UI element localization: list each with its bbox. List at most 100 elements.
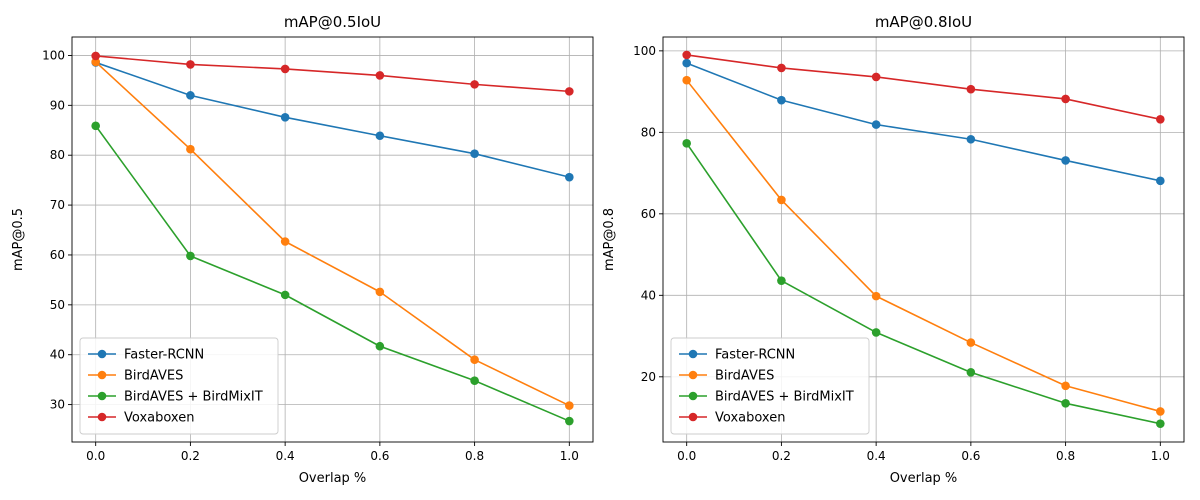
x-tick-label: 0.0	[86, 449, 105, 463]
data-point	[966, 368, 976, 377]
series-line	[686, 54, 1161, 121]
y-tick-label: 30	[50, 398, 65, 412]
data-point	[375, 131, 385, 141]
legend-item-birdaves-birdmixit: BirdAVES + BirdMixIT	[679, 390, 854, 405]
series-birdaves	[682, 75, 1165, 416]
data-point	[565, 401, 574, 410]
series-line	[95, 55, 570, 93]
y-tick-label: 100	[633, 44, 656, 58]
data-point	[91, 121, 100, 131]
legend-box	[670, 337, 870, 435]
legend-label: BirdAVES	[124, 369, 183, 384]
data-point	[280, 113, 290, 122]
legend-swatch-marker	[97, 349, 107, 359]
legend-box	[79, 337, 279, 435]
data-point	[91, 51, 100, 61]
legend-label: BirdAVES	[715, 369, 774, 384]
chart-title: mAP@0.5IoU	[284, 13, 381, 31]
data-point	[1061, 398, 1070, 408]
y-tick-label: 40	[641, 288, 656, 302]
data-point	[470, 80, 479, 89]
series-line	[686, 79, 1161, 413]
data-point	[682, 75, 691, 85]
legend-swatch-marker	[688, 412, 698, 422]
y-axis-label: mAP@0.5	[11, 208, 26, 271]
series-line	[686, 62, 1161, 182]
legend-item-birdaves: BirdAVES	[88, 369, 183, 384]
data-point	[186, 251, 195, 261]
legend-item-birdaves: BirdAVES	[679, 369, 774, 384]
chart-title: mAP@0.8IoU	[875, 13, 972, 31]
data-point	[871, 291, 881, 301]
legend-item-birdaves-birdmixit: BirdAVES + BirdMixIT	[88, 390, 263, 405]
chart-panel-map-08: 0.0 0.2 0.4 0.6 0.8 1.0 20 40 60 80 100 mAP@0.8IoU O…	[602, 13, 1185, 486]
series-line	[95, 61, 570, 178]
data-point	[470, 355, 479, 365]
series-faster-rcnn	[682, 58, 1165, 186]
series-voxaboxen	[91, 51, 574, 96]
y-tick-label: 40	[50, 348, 65, 362]
series-line	[686, 142, 1161, 425]
data-point	[1156, 419, 1165, 428]
legend-label: BirdAVES + BirdMixIT	[124, 390, 263, 405]
legend-swatch-marker	[688, 349, 698, 359]
legend-item-voxaboxen: Voxaboxen	[88, 411, 194, 426]
legend-swatch-marker	[688, 391, 698, 401]
data-point	[682, 50, 691, 60]
plot-frame	[71, 36, 594, 443]
y-tick-label: 80	[641, 125, 656, 139]
data-point	[1061, 381, 1070, 391]
data-point	[682, 139, 691, 148]
legend-swatch-marker	[688, 370, 698, 380]
legend-swatch-marker	[97, 391, 107, 401]
data-point	[565, 87, 574, 96]
legend-swatch-marker	[97, 370, 107, 380]
data-point	[565, 416, 574, 426]
y-tick-label: 70	[50, 198, 65, 212]
series-birdaves-birdmixit	[91, 121, 574, 426]
data-point	[375, 71, 385, 80]
x-tick-label: 0.8	[1056, 449, 1075, 463]
data-point	[777, 195, 786, 205]
data-point	[966, 84, 976, 94]
data-point	[186, 91, 195, 100]
x-tick-label: 0.6	[961, 449, 980, 463]
x-tick-label: 0.4	[276, 449, 295, 463]
plot-frame	[662, 36, 1185, 443]
data-point	[871, 328, 881, 337]
x-axis-label: Overlap %	[299, 471, 367, 486]
series-birdaves-birdmixit	[682, 139, 1165, 428]
data-point	[470, 149, 479, 159]
data-point	[966, 134, 976, 144]
x-tick-label: 0.0	[677, 449, 696, 463]
x-tick-label: 0.8	[465, 449, 484, 463]
data-point	[375, 287, 385, 297]
data-point	[280, 64, 290, 74]
data-point	[871, 120, 881, 129]
series-line	[95, 125, 570, 422]
data-point	[565, 172, 574, 182]
x-tick-label: 1.0	[1151, 449, 1170, 463]
data-point	[470, 376, 479, 385]
grid	[72, 37, 593, 442]
x-tick-label: 1.0	[560, 449, 579, 463]
y-tick-label: 90	[50, 98, 65, 112]
series-line	[95, 61, 570, 407]
data-point	[280, 290, 290, 300]
legend-swatch-marker	[97, 412, 107, 422]
data-point	[777, 276, 786, 285]
y-axis-label: mAP@0.8	[602, 208, 617, 271]
data-point	[186, 60, 195, 69]
data-point	[280, 237, 290, 246]
legend: Faster-RCNN BirdAVES BirdAVES + BirdMixIT V…	[79, 337, 279, 435]
data-point	[186, 144, 195, 154]
legend: Faster-RCNN BirdAVES BirdAVES + BirdMixIT V…	[670, 337, 870, 435]
data-point	[966, 338, 976, 347]
legend-item-faster-rcnn: Faster-RCNN	[88, 348, 204, 363]
y-tick-label: 50	[50, 298, 65, 312]
y-tick-label: 80	[50, 148, 65, 162]
legend-item-voxaboxen: Voxaboxen	[679, 411, 785, 426]
series-voxaboxen	[682, 50, 1165, 124]
data-point	[375, 341, 385, 351]
